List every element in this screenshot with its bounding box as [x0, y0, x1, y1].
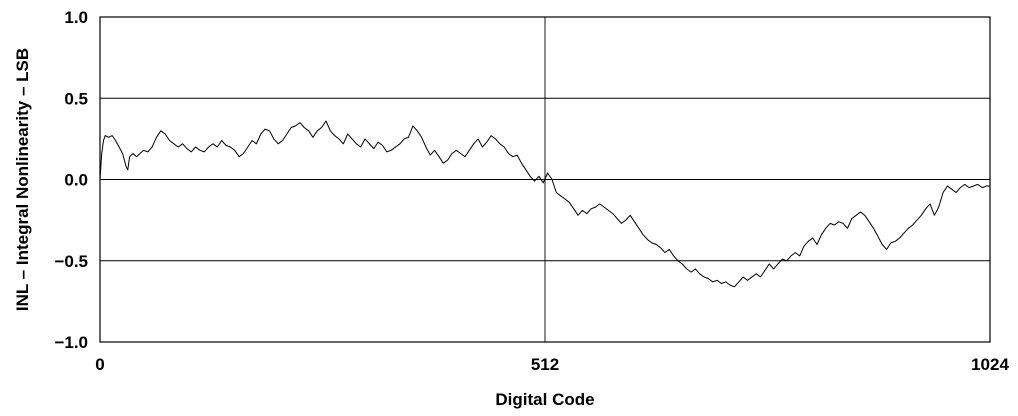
plot-frame	[99, 16, 991, 343]
x-tick-label: 1024	[971, 355, 1009, 374]
y-tick-label: 0.5	[64, 89, 88, 108]
y-tick-label: −0.5	[54, 252, 88, 271]
x-tick-label: 512	[531, 355, 559, 374]
x-tick-label: 0	[95, 355, 104, 374]
inl-series-line	[99, 120, 990, 288]
series-layer	[99, 120, 990, 288]
x-axis-title: Digital Code	[495, 390, 594, 409]
y-tick-label: −1.0	[54, 333, 88, 352]
y-tick-label: 1.0	[64, 8, 88, 27]
tick-labels: 1.0 0.5 0.0 −0.5 −1.0 0 512 1024	[54, 8, 1009, 374]
y-tick-label: 0.0	[64, 171, 88, 190]
grid-lines	[100, 17, 990, 342]
y-axis-title: INL – Integral Nonlinearity – LSB	[13, 48, 32, 311]
